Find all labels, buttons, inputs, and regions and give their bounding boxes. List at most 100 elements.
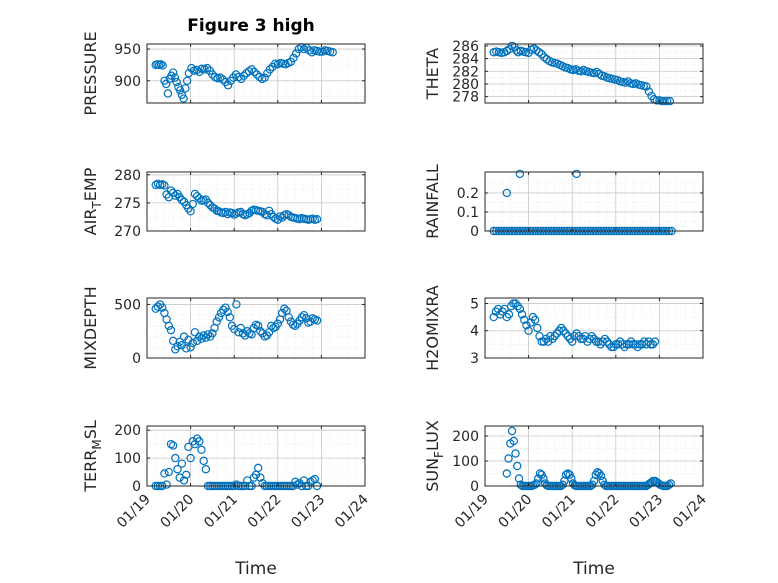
data-point — [227, 208, 237, 218]
axes-box — [484, 43, 704, 104]
data-point — [250, 67, 259, 77]
data-point — [595, 469, 604, 478]
axes-box — [484, 171, 704, 232]
data-point — [605, 340, 614, 349]
data-point — [277, 308, 287, 318]
panel-mixdepth: 0 500 MIXDEPTH — [81, 286, 366, 370]
data-point — [265, 65, 275, 74]
data-point — [166, 325, 176, 335]
data-point — [548, 334, 557, 344]
data-point — [160, 181, 169, 190]
data-point — [596, 471, 606, 481]
data-point — [665, 96, 675, 106]
data-point — [624, 340, 634, 349]
data-point — [509, 299, 518, 308]
data-point — [252, 70, 262, 79]
y-tick-label: 4 — [470, 324, 479, 340]
data-point — [223, 307, 232, 317]
axes-box — [146, 171, 366, 232]
data-point — [502, 188, 511, 198]
data-point — [559, 326, 568, 335]
data-point — [591, 337, 601, 346]
axes-box — [146, 43, 366, 104]
data-point — [164, 467, 173, 477]
data-point — [611, 340, 621, 349]
data-point — [537, 337, 546, 346]
data-point — [214, 313, 224, 322]
plot-area — [485, 172, 703, 231]
data-point — [186, 207, 195, 216]
data-point — [172, 77, 181, 87]
data-point — [532, 479, 541, 488]
data-point — [210, 204, 219, 213]
data-markers — [489, 299, 660, 352]
data-point — [620, 342, 629, 352]
data-point — [192, 336, 202, 346]
data-point — [650, 337, 660, 346]
data-point — [158, 303, 167, 312]
data-point — [509, 436, 518, 446]
y-tick-label: 286 — [452, 39, 479, 55]
y-tick-label: 0 — [470, 224, 479, 240]
data-point — [526, 318, 535, 327]
data-point — [618, 340, 627, 349]
data-point — [238, 329, 248, 338]
data-point — [179, 94, 188, 103]
data-point — [232, 300, 241, 309]
data-point — [533, 323, 542, 333]
data-point — [188, 338, 197, 348]
data-point — [175, 86, 185, 95]
data-point — [644, 337, 653, 346]
data-point — [493, 304, 503, 314]
y-tick-label: 280 — [452, 77, 479, 93]
data-point — [568, 337, 577, 346]
data-point — [166, 439, 176, 449]
y-axis-label: PRESSURE — [81, 31, 100, 115]
data-point — [635, 340, 644, 349]
data-point — [182, 470, 191, 480]
data-point — [652, 96, 661, 105]
data-point — [253, 321, 263, 331]
data-point — [239, 71, 248, 80]
data-point — [199, 456, 208, 466]
data-point — [528, 312, 538, 322]
data-point — [328, 48, 337, 57]
data-point — [187, 63, 196, 73]
data-point — [530, 480, 539, 489]
data-point — [177, 90, 187, 99]
data-point — [291, 321, 300, 331]
data-point — [256, 473, 265, 482]
data-point — [190, 439, 200, 449]
data-point — [179, 476, 189, 485]
data-point — [171, 453, 180, 463]
data-point — [515, 169, 525, 179]
data-point — [629, 340, 638, 349]
data-point — [177, 195, 187, 205]
y-axis-label: H2OMIXRA — [423, 285, 442, 371]
data-point — [255, 72, 264, 82]
data-point — [221, 303, 230, 312]
data-point — [160, 469, 169, 478]
data-point — [170, 73, 180, 82]
plot-area — [147, 44, 365, 103]
plot-area — [147, 426, 365, 486]
data-point — [269, 212, 278, 222]
data-point — [312, 316, 322, 325]
y-tick-label: 3 — [470, 351, 479, 367]
data-point — [504, 454, 513, 463]
data-point — [557, 323, 566, 333]
data-point — [168, 68, 178, 77]
data-point — [491, 307, 501, 316]
y-tick-label: 282 — [452, 64, 479, 80]
data-point — [192, 191, 202, 201]
data-point — [633, 342, 642, 352]
data-point — [202, 63, 212, 73]
x-axis-label: Time — [572, 559, 615, 579]
y-axis-label: AIRTEMP — [81, 167, 104, 235]
data-point — [561, 329, 570, 338]
y-axis-label: SUNFLUX — [423, 420, 446, 492]
data-point — [260, 73, 269, 82]
data-point — [506, 301, 516, 311]
data-point — [539, 474, 548, 483]
data-point — [192, 65, 201, 75]
